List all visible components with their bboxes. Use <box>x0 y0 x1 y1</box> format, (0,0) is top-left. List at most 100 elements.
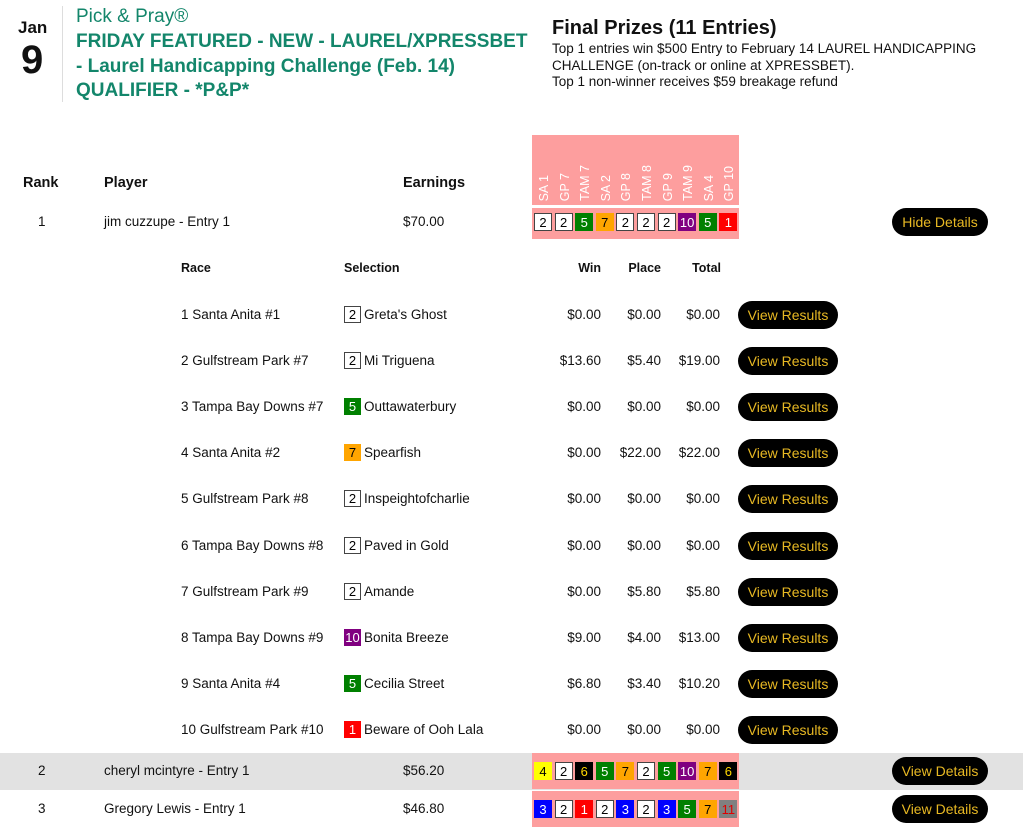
date-day: 9 <box>21 38 44 82</box>
race-column-header: GP 7 <box>557 172 572 201</box>
total-amount: $19.00 <box>678 353 720 369</box>
race-column-header: GP 8 <box>619 172 634 201</box>
pick-number-7: 7 <box>595 213 614 231</box>
place-amount: $5.40 <box>627 353 661 369</box>
selection: 2 Amande <box>344 582 414 600</box>
pick-number-3: 3 <box>616 800 635 818</box>
pick-number-6: 6 <box>719 762 738 780</box>
race-column-headers: SA 1 GP 7 TAM 7 SA 2 GP 8 TAM 8 GP 9 TAM 9 SA 4 G… <box>532 135 739 205</box>
race-name: 2 Gulfstream Park #7 <box>181 353 309 369</box>
pick-number-2: 2 <box>534 213 552 231</box>
view-results-button[interactable]: View Results <box>738 715 838 744</box>
race-column-header: SA 1 <box>537 174 551 201</box>
total-amount: $0.00 <box>686 491 720 507</box>
pick-number-2: 2 <box>636 213 655 231</box>
prizes-title: Final Prizes (11 Entries) <box>552 17 777 39</box>
race-name: 6 Tampa Bay Downs #8 <box>181 537 324 553</box>
pick-number-2: 2 <box>554 800 573 818</box>
pick-number-10: 10 <box>678 213 697 231</box>
view-results-button[interactable]: View Results <box>738 669 838 698</box>
race-column-header: SA 2 <box>598 174 613 201</box>
view-results-button[interactable]: View Results <box>738 485 838 514</box>
selection: 1 Beware of Ooh Lala <box>344 720 483 738</box>
pick-number-7: 7 <box>698 762 717 780</box>
player-name: jim cuzzupe - Entry 1 <box>104 214 231 229</box>
picks-list: 3 2 1 2 3 2 3 5 7 11 <box>534 800 738 818</box>
win-amount: $0.00 <box>567 583 601 599</box>
total-amount: $5.80 <box>686 583 720 599</box>
pick-number-2: 2 <box>344 582 361 600</box>
place-amount: $22.00 <box>619 445 661 461</box>
selection: 5 Cecilia Street <box>344 674 445 692</box>
view-results-button[interactable]: View Results <box>738 301 838 329</box>
win-amount: $0.00 <box>567 307 601 322</box>
earnings: $56.20 <box>403 763 445 778</box>
pick-number-7: 7 <box>344 444 361 462</box>
race-column-header: TAM 9 <box>681 165 696 201</box>
horse-name: Outtawaterbury <box>364 399 457 415</box>
view-results-button[interactable]: View Results <box>738 577 838 606</box>
pick-number-1: 1 <box>719 213 738 231</box>
pick-number-5: 5 <box>575 213 594 231</box>
selection: 2 Greta's Ghost <box>344 306 447 323</box>
pick-number-10: 10 <box>678 762 697 780</box>
selection: 2 Paved in Gold <box>344 536 449 554</box>
place-amount: $3.40 <box>627 675 661 691</box>
total-amount: $22.00 <box>678 445 720 461</box>
horse-name: Cecilia Street <box>364 675 445 691</box>
pick-number-2: 2 <box>616 213 635 231</box>
pick-number-1: 1 <box>575 800 594 818</box>
pick-number-2: 2 <box>554 213 573 231</box>
hide-details-button[interactable]: Hide Details <box>892 208 988 236</box>
win-amount: $13.60 <box>559 353 601 369</box>
row-highlight <box>0 753 1023 790</box>
total-amount: $10.20 <box>678 675 720 691</box>
earnings-header: Earnings <box>403 175 466 191</box>
player-header: Player <box>104 175 148 191</box>
view-results-button[interactable]: View Results <box>738 531 838 560</box>
race-name: 9 Santa Anita #4 <box>181 675 281 691</box>
selection: 7 Spearfish <box>344 444 421 462</box>
race-name: 7 Gulfstream Park #9 <box>181 583 309 599</box>
pick-number-5: 5 <box>698 213 717 231</box>
pick-number-5: 5 <box>344 674 361 692</box>
race-name: 4 Santa Anita #2 <box>181 445 281 461</box>
view-results-button[interactable]: View Results <box>738 623 838 652</box>
detail-header-total: Total <box>692 261 721 275</box>
prizes-text: Top 1 entries win $500 Entry to February… <box>552 41 1002 91</box>
place-amount: $4.00 <box>627 629 661 645</box>
race-name: 5 Gulfstream Park #8 <box>181 491 309 507</box>
win-amount: $6.80 <box>567 675 601 691</box>
pick-number-2: 2 <box>636 800 655 818</box>
race-column-header: TAM 7 <box>578 165 593 201</box>
pick-number-2: 2 <box>657 213 676 231</box>
race-name: 3 Tampa Bay Downs #7 <box>181 399 324 415</box>
place-amount: $0.00 <box>627 307 661 322</box>
view-details-button[interactable]: View Details <box>892 795 988 823</box>
total-amount: $0.00 <box>686 399 720 415</box>
pick-number-2: 2 <box>595 800 614 818</box>
detail-header-race: Race <box>181 261 211 275</box>
view-results-button[interactable]: View Results <box>738 439 838 468</box>
view-results-button[interactable]: View Results <box>738 393 838 422</box>
selection: 2 Inspeightofcharlie <box>344 490 470 508</box>
win-amount: $0.00 <box>567 491 601 507</box>
pick-number-5: 5 <box>678 800 697 818</box>
selection: 5 Outtawaterbury <box>344 398 457 416</box>
pick-number-3: 3 <box>657 800 676 818</box>
pick-number-11: 11 <box>719 800 738 818</box>
prizes-line-2: Top 1 non-winner receives $59 breakage r… <box>552 74 838 89</box>
win-amount: $0.00 <box>567 399 601 415</box>
pick-number-5: 5 <box>657 762 676 780</box>
total-amount: $0.00 <box>686 537 720 553</box>
race-column-header: GP 10 <box>722 165 737 201</box>
view-results-button[interactable]: View Results <box>738 347 838 376</box>
rank: 1 <box>38 214 46 229</box>
total-amount: $0.00 <box>686 307 720 322</box>
horse-name: Greta's Ghost <box>364 307 447 322</box>
place-amount: $0.00 <box>627 491 661 507</box>
view-details-button[interactable]: View Details <box>892 757 988 785</box>
date-month: Jan <box>18 18 48 37</box>
place-amount: $0.00 <box>627 537 661 553</box>
pick-number-2: 2 <box>344 306 361 323</box>
